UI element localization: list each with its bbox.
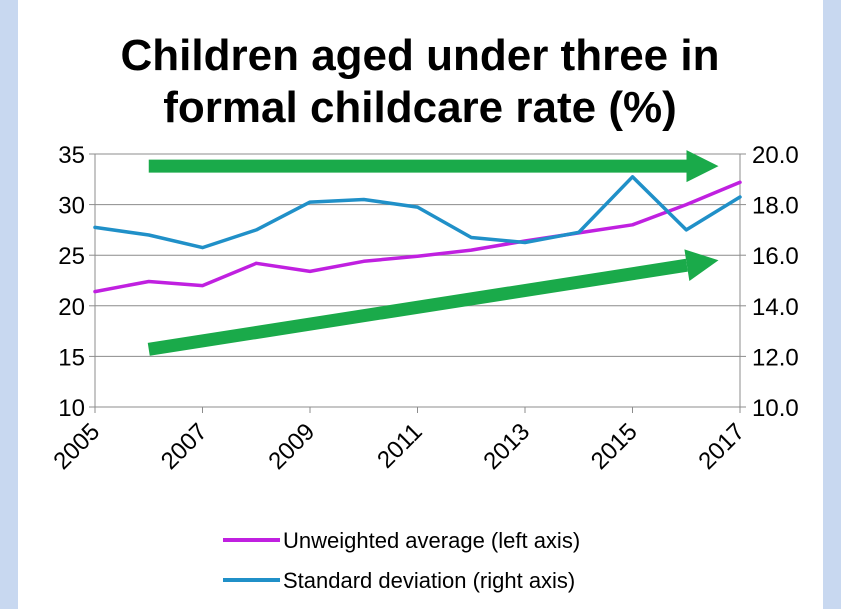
chart-card: Children aged under three in formal chil… [18,0,823,609]
left-tick-label-35: 35 [58,142,85,169]
left-tick-label-20: 20 [58,294,85,321]
right-tick-label-16.0: 16.0 [752,243,799,270]
chart-svg: Children aged under three in formal chil… [48,31,798,593]
x-tick-label-2007: 2007 [156,418,213,475]
trend-arrow-0 [148,150,719,183]
axes: 10 15 20 25 30 35 10.0 12.0 14.0 16.0 18.0 20.0 2005… [48,142,798,475]
x-tick-label-2011: 2011 [372,418,428,474]
x-tick-label-2015: 2015 [586,418,643,475]
trend-arrow-1 [147,249,719,356]
x-tick-label-2009: 2009 [263,418,320,475]
right-tick-label-12.0: 12.0 [752,344,799,371]
trend-arrow-head-0 [686,150,719,183]
x-tick-label-2013: 2013 [478,418,535,475]
right-tick-label-18.0: 18.0 [752,193,799,220]
right-tick-label-14.0: 14.0 [752,294,799,321]
trend-arrow-shaft-1 [147,258,688,356]
right-tick-label-20.0: 20.0 [752,142,799,169]
series-line-0 [93,180,742,294]
series-lines [93,175,742,294]
right-tick-label-10.0: 10.0 [752,395,799,422]
x-tick-label-2005: 2005 [48,418,105,475]
left-tick-label-15: 15 [58,344,85,371]
left-tick-label-25: 25 [58,243,85,270]
trend-arrows [147,150,719,356]
legend-item-1: Standard deviation (right axis) [223,568,575,593]
legend-item-0: Unweighted average (left axis) [223,528,580,553]
legend-label-1: Standard deviation (right axis) [283,568,575,593]
legend-label-0: Unweighted average (left axis) [283,528,580,553]
chart-title: Children aged under three in formal chil… [121,31,720,132]
left-tick-label-30: 30 [58,193,85,220]
left-tick-label-10: 10 [58,395,85,422]
series-line-1 [93,175,742,250]
trend-arrow-head-1 [684,249,719,282]
chart-title-line-2: formal childcare rate (%) [163,83,677,132]
x-tick-label-2017: 2017 [693,418,750,475]
legend: Unweighted average (left axis) Standard d… [223,528,580,593]
chart-title-line-1: Children aged under three in [121,31,720,80]
